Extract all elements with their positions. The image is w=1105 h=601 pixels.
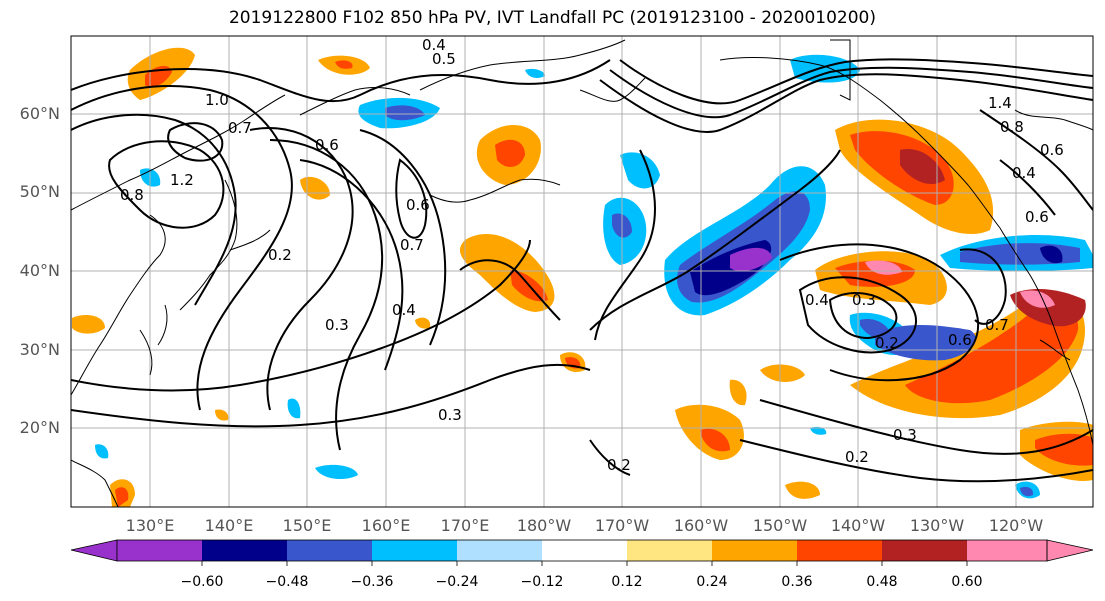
contour-label: 0.3 bbox=[852, 291, 876, 309]
colorbar-extend-min bbox=[70, 539, 118, 562]
colorbar-tick-label: −0.24 bbox=[435, 574, 479, 590]
colorbar-tick-label: −0.60 bbox=[180, 574, 224, 590]
colorbar-tick-label: 0.36 bbox=[781, 574, 813, 590]
lat-label: 30°N bbox=[19, 340, 60, 359]
negative-anomaly-fill bbox=[95, 54, 1093, 499]
contour-label: 0.7 bbox=[228, 119, 252, 137]
contour-label: 0.6 bbox=[406, 196, 430, 214]
colorbar-bin bbox=[117, 540, 202, 561]
pv-contours bbox=[71, 58, 1093, 483]
lon-label: 130°W bbox=[909, 516, 965, 535]
lat-label: 40°N bbox=[19, 261, 60, 280]
contour-label: 0.2 bbox=[845, 448, 869, 466]
contour-label: 0.8 bbox=[1000, 118, 1024, 136]
contour-label: 0.2 bbox=[268, 246, 292, 264]
colorbar-bin bbox=[542, 540, 627, 561]
contour-label: 0.7 bbox=[400, 236, 424, 254]
lon-label: 160°W bbox=[673, 516, 729, 535]
lon-label: 180°W bbox=[516, 516, 572, 535]
map-border bbox=[70, 35, 1094, 508]
contour-label: 0.3 bbox=[438, 406, 462, 424]
contour-label: 0.6 bbox=[948, 331, 972, 349]
contour-label: 0.6 bbox=[1040, 141, 1064, 159]
lon-label: 160°E bbox=[361, 516, 411, 535]
contour-label: 0.3 bbox=[893, 426, 917, 444]
lon-label: 150°W bbox=[752, 516, 808, 535]
lon-label: 140°W bbox=[830, 516, 886, 535]
contour-label: 0.4 bbox=[392, 301, 416, 319]
contour-label: 1.0 bbox=[205, 91, 229, 109]
colorbar-tick-label: 0.12 bbox=[611, 574, 643, 590]
colorbar-extend-max bbox=[1046, 539, 1094, 562]
contour-label: 0.4 bbox=[805, 291, 829, 309]
lon-label: 170°E bbox=[440, 516, 490, 535]
contour-label: 1.2 bbox=[170, 171, 194, 189]
contour-label: 0.6 bbox=[1025, 208, 1049, 226]
gridlines bbox=[71, 36, 1093, 507]
lon-label: 140°E bbox=[204, 516, 254, 535]
lon-label: 170°W bbox=[594, 516, 650, 535]
colorbar-bin bbox=[882, 540, 967, 561]
contour-label: 0.5 bbox=[432, 50, 456, 68]
contour-label: 0.2 bbox=[875, 334, 899, 352]
contour-labels: 0.4 0.5 1.0 0.7 0.6 1.2 0.8 0.2 0.7 0.6 … bbox=[120, 36, 1064, 474]
positive-anomaly-fill bbox=[72, 47, 1093, 507]
contour-label: 0.3 bbox=[325, 316, 349, 334]
lon-label: 150°E bbox=[282, 516, 332, 535]
lat-label: 50°N bbox=[19, 182, 60, 201]
lat-label: 20°N bbox=[19, 418, 60, 437]
colorbar-bin bbox=[202, 540, 287, 561]
colorbar-bin bbox=[372, 540, 457, 561]
figure-title: 2019122800 F102 850 hPa PV, IVT Landfall… bbox=[228, 8, 876, 28]
colorbar bbox=[70, 539, 1094, 566]
colorbar-bin bbox=[287, 540, 372, 561]
contour-label: 0.8 bbox=[120, 186, 144, 204]
colorbar-tick-label: 0.24 bbox=[696, 574, 728, 590]
colorbar-bin bbox=[797, 540, 882, 561]
lat-label: 60°N bbox=[19, 104, 60, 123]
contour-label: 0.6 bbox=[315, 136, 339, 154]
colorbar-tick-label: 0.60 bbox=[951, 574, 983, 590]
colorbar-frame bbox=[116, 539, 1048, 562]
contour-label: 0.4 bbox=[422, 36, 446, 54]
contour-label: 1.4 bbox=[988, 94, 1012, 112]
colorbar-tick-label: −0.48 bbox=[265, 574, 309, 590]
contour-label: 0.7 bbox=[985, 316, 1009, 334]
colorbar-tick-label: 0.48 bbox=[866, 574, 898, 590]
contour-label: 0.4 bbox=[1012, 164, 1036, 182]
colorbar-bin bbox=[627, 540, 712, 561]
colorbar-tick-label: −0.36 bbox=[350, 574, 394, 590]
contour-label: 0.2 bbox=[607, 456, 631, 474]
lon-label: 120°W bbox=[988, 516, 1044, 535]
colorbar-bin bbox=[457, 540, 542, 561]
colorbar-bin bbox=[712, 540, 797, 561]
colorbar-tick-label: −0.12 bbox=[520, 574, 564, 590]
colorbar-bin bbox=[967, 540, 1047, 561]
lon-label: 130°E bbox=[125, 516, 175, 535]
